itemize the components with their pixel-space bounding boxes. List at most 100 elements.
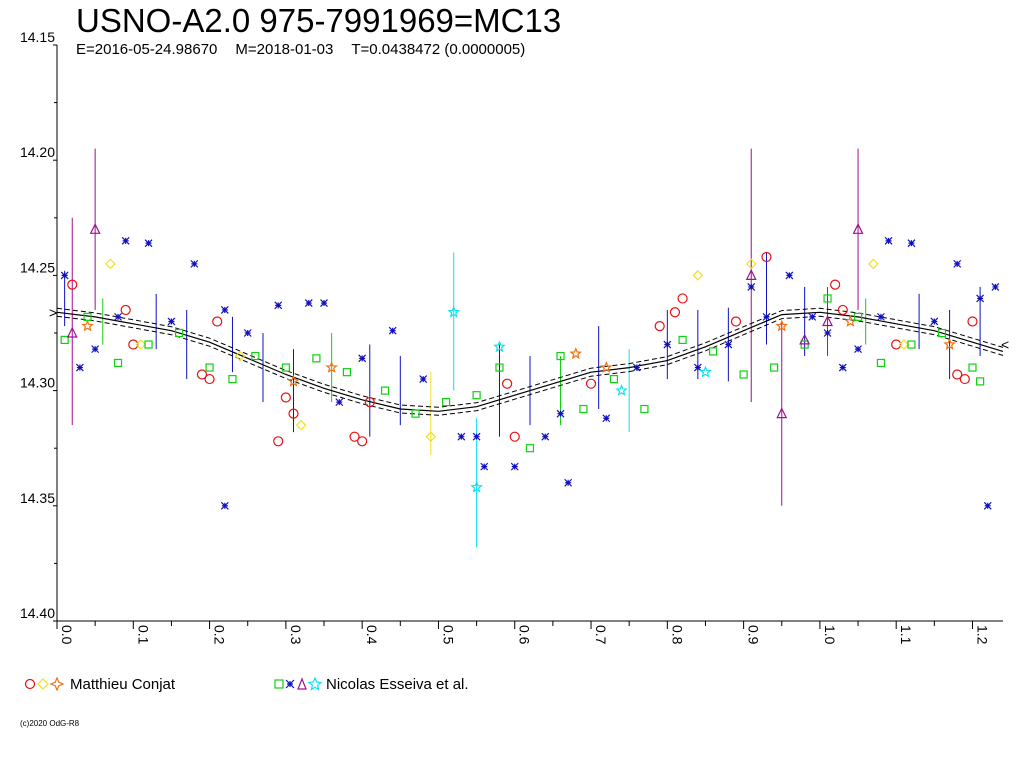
data-point-square: [739, 370, 748, 379]
data-point-square: [800, 340, 809, 349]
data-point-star: [775, 319, 788, 332]
data-point-cross: [884, 236, 893, 245]
data-point-triangle: [822, 315, 834, 327]
data-point-square: [853, 312, 863, 321]
data-point-circle: [959, 373, 970, 385]
data-point-cross: [930, 317, 939, 326]
legend-square-marker: [274, 679, 284, 689]
legend-label-conjat: Matthieu Conjat: [70, 675, 176, 693]
legend-triangle-marker: [297, 677, 307, 690]
data-point-cross: [541, 432, 550, 441]
data-point-square: [251, 351, 260, 361]
data-point-cross: [60, 271, 69, 280]
model-envelope-upper: [56, 307, 1004, 408]
data-point-cross: [457, 432, 466, 441]
data-point-square: [708, 347, 718, 356]
data-point-square: [640, 404, 649, 414]
legend-group-conjat: Matthieu Conjat: [24, 672, 175, 696]
y-tick-label: 14.15: [20, 29, 55, 45]
data-point-circle: [502, 378, 513, 389]
data-point-diamond: [234, 350, 246, 362]
data-point-square: [556, 351, 565, 361]
data-point-circle: [364, 397, 375, 408]
data-point-square: [228, 374, 237, 384]
data-point-cross: [976, 294, 985, 303]
data-point-triangle: [799, 333, 811, 345]
legend-diamond-marker: [37, 678, 49, 690]
data-point-square: [281, 363, 290, 372]
data-point-circle: [837, 304, 848, 316]
x-tick-label: 0.9: [746, 625, 762, 645]
data-point-circle: [280, 392, 291, 403]
data-point-circle: [585, 378, 597, 389]
data-point-cross: [75, 363, 84, 372]
data-point-diamond: [745, 258, 757, 270]
data-point-cross: [953, 259, 962, 268]
data-point-circle: [967, 316, 978, 327]
data-point-cross: [91, 345, 100, 354]
data-point-square: [60, 335, 69, 345]
data-point-cross: [823, 329, 832, 337]
data-point-cross: [220, 306, 229, 314]
data-point-cross: [991, 282, 1000, 291]
data-point-circle: [128, 339, 139, 350]
x-tick-label: 0.1: [135, 625, 151, 645]
data-point-cross: [602, 414, 611, 423]
data-point-square: [495, 363, 504, 372]
legend-star-marker: [49, 677, 65, 691]
data-point-circle: [67, 279, 78, 290]
right-arrow-marker: <: [1001, 336, 1009, 352]
data-point-circle: [120, 304, 131, 316]
data-point-triangle: [66, 326, 78, 338]
data-point-cross: [632, 363, 641, 372]
copyright-notice: (c)2020 OdG-R8: [20, 719, 80, 728]
y-tick-label: 14.20: [20, 144, 55, 160]
data-point-diamond: [867, 258, 879, 270]
data-point-star: [447, 305, 461, 318]
data-point-cross: [167, 317, 176, 326]
data-point-square: [937, 328, 947, 338]
data-point-cross: [877, 312, 885, 321]
data-point-cross: [564, 478, 573, 487]
left-arrow-marker: >: [49, 304, 57, 320]
data-point-star: [844, 314, 857, 327]
data-point-cross: [114, 312, 122, 321]
data-point-square: [205, 363, 214, 372]
x-tick-label: 0.7: [593, 625, 609, 645]
data-point-circle: [891, 339, 902, 350]
data-point-cross: [510, 462, 519, 471]
period-label: T=0.0438472 (0.0000005): [351, 41, 526, 58]
data-point-triangle: [852, 222, 864, 234]
x-tick-label: 0.6: [517, 625, 533, 645]
data-point-circle: [196, 369, 208, 380]
data-point-star: [470, 480, 483, 493]
data-point-cross: [274, 301, 283, 310]
data-point-square: [525, 444, 535, 453]
data-point-star: [599, 361, 613, 373]
data-point-circle: [830, 279, 841, 290]
data-point-circle: [204, 373, 215, 385]
data-point-square: [342, 368, 352, 377]
data-points: [60, 222, 1000, 510]
mean-date-label: M=2018-01-03: [235, 41, 334, 58]
data-point-star: [287, 374, 300, 387]
data-point-circle: [952, 369, 963, 380]
x-tick-label: 0.0: [59, 625, 75, 645]
data-point-triangle: [745, 269, 757, 280]
data-point-square: [380, 386, 390, 395]
data-point-circle: [349, 431, 360, 442]
data-point-star: [699, 365, 712, 378]
data-point-circle: [357, 436, 368, 447]
data-point-cross: [693, 363, 702, 372]
legend-markers-esseiva: [274, 677, 322, 691]
legend-markers-conjat: [24, 677, 65, 691]
chart-title: USNO-A2.0 975-7991969=MC13: [76, 2, 562, 39]
data-point-cross: [388, 326, 397, 335]
x-tick-label: 0.8: [669, 625, 685, 645]
data-point-square: [113, 358, 123, 368]
y-tick-label: 14.25: [20, 259, 55, 275]
x-tick-label: 1.0: [822, 625, 838, 645]
legend-cyan-star-marker: [307, 677, 322, 691]
data-point-square: [579, 404, 588, 414]
data-point-cross: [144, 239, 153, 248]
